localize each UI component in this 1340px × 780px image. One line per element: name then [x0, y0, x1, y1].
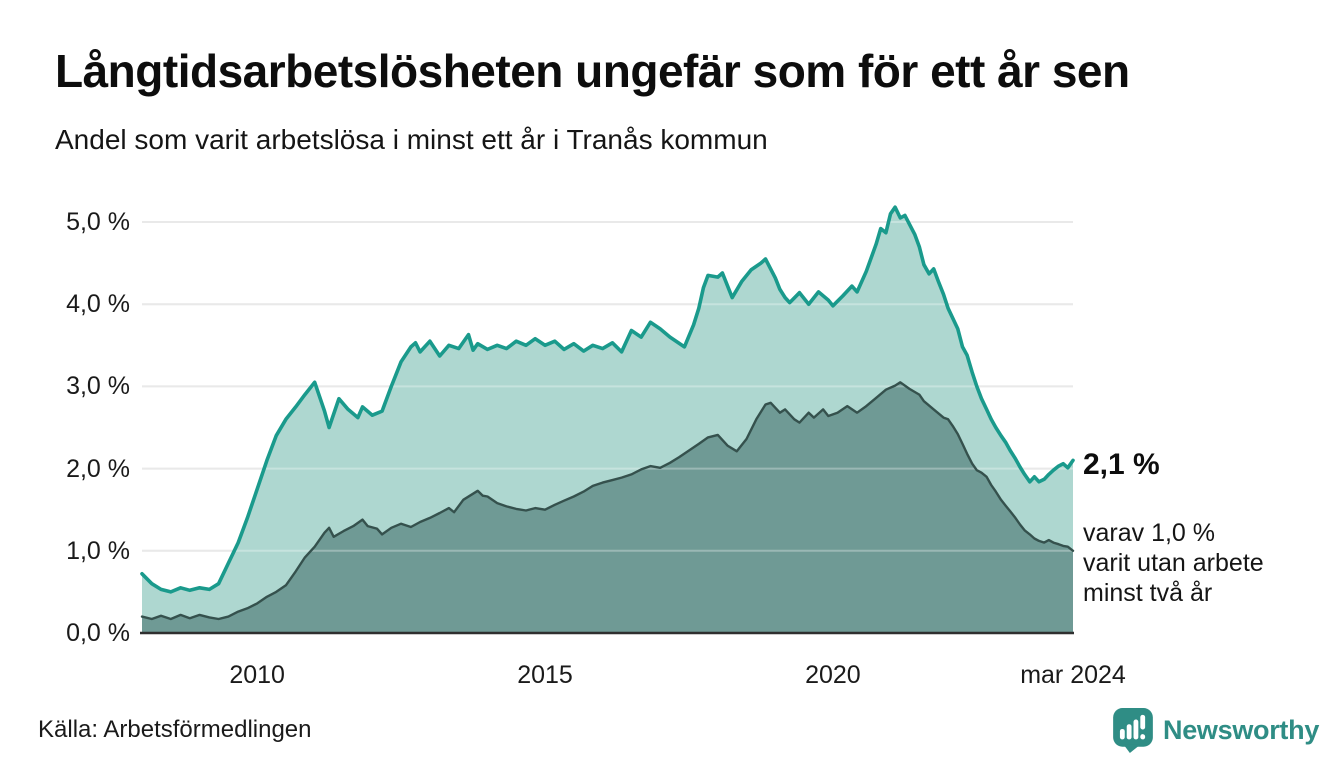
series-line-unemployed-2yr: [140, 381, 1075, 621]
newsworthy-chart-bubble-icon: [1113, 708, 1153, 753]
x-tick-label-2010: 2010: [229, 661, 285, 689]
chart-subtitle: Andel som varit arbetslösa i minst ett å…: [55, 124, 768, 155]
annotation-detail-line: varit utan arbete: [1083, 549, 1264, 577]
newsworthy-logo: Newsworthy: [1112, 707, 1319, 753]
y-tick-label-3: 3,0 %: [66, 372, 130, 401]
x-tick-label-2020: 2020: [805, 661, 861, 689]
area-fill-unemployed-2yr: [142, 382, 1073, 633]
annotation-detail-line: minst två år: [1083, 579, 1213, 607]
series-line-unemployed-1yr: [140, 205, 1075, 594]
newsworthy-wordmark: Newsworthy: [1163, 714, 1320, 745]
y-tick-label-0: 0,0 %: [66, 619, 130, 647]
y-tick-label-4: 4,0 %: [66, 290, 130, 319]
chart-title: Långtidsarbetslösheten ungefär som för e…: [55, 45, 1130, 97]
source-note: Källa: Arbetsförmedlingen: [38, 716, 312, 743]
y-tick-label-5: 5,0 %: [66, 208, 130, 236]
x-tick-label-2015: 2015: [517, 661, 573, 689]
gridline-overlay: [142, 221, 1073, 552]
annotation-detail-text: varav 1,0 % varit utan arbete minst två år: [1083, 518, 1264, 608]
annotation-latest-value: 2,1 %: [1083, 448, 1160, 481]
annotation-detail-line: varav 1,0 %: [1083, 519, 1216, 547]
x-tick-label-mar-2024: mar 2024: [1020, 661, 1126, 689]
y-tick-label-1: 1,0 %: [66, 536, 130, 565]
y-tick-label-2: 2,0 %: [66, 454, 130, 483]
